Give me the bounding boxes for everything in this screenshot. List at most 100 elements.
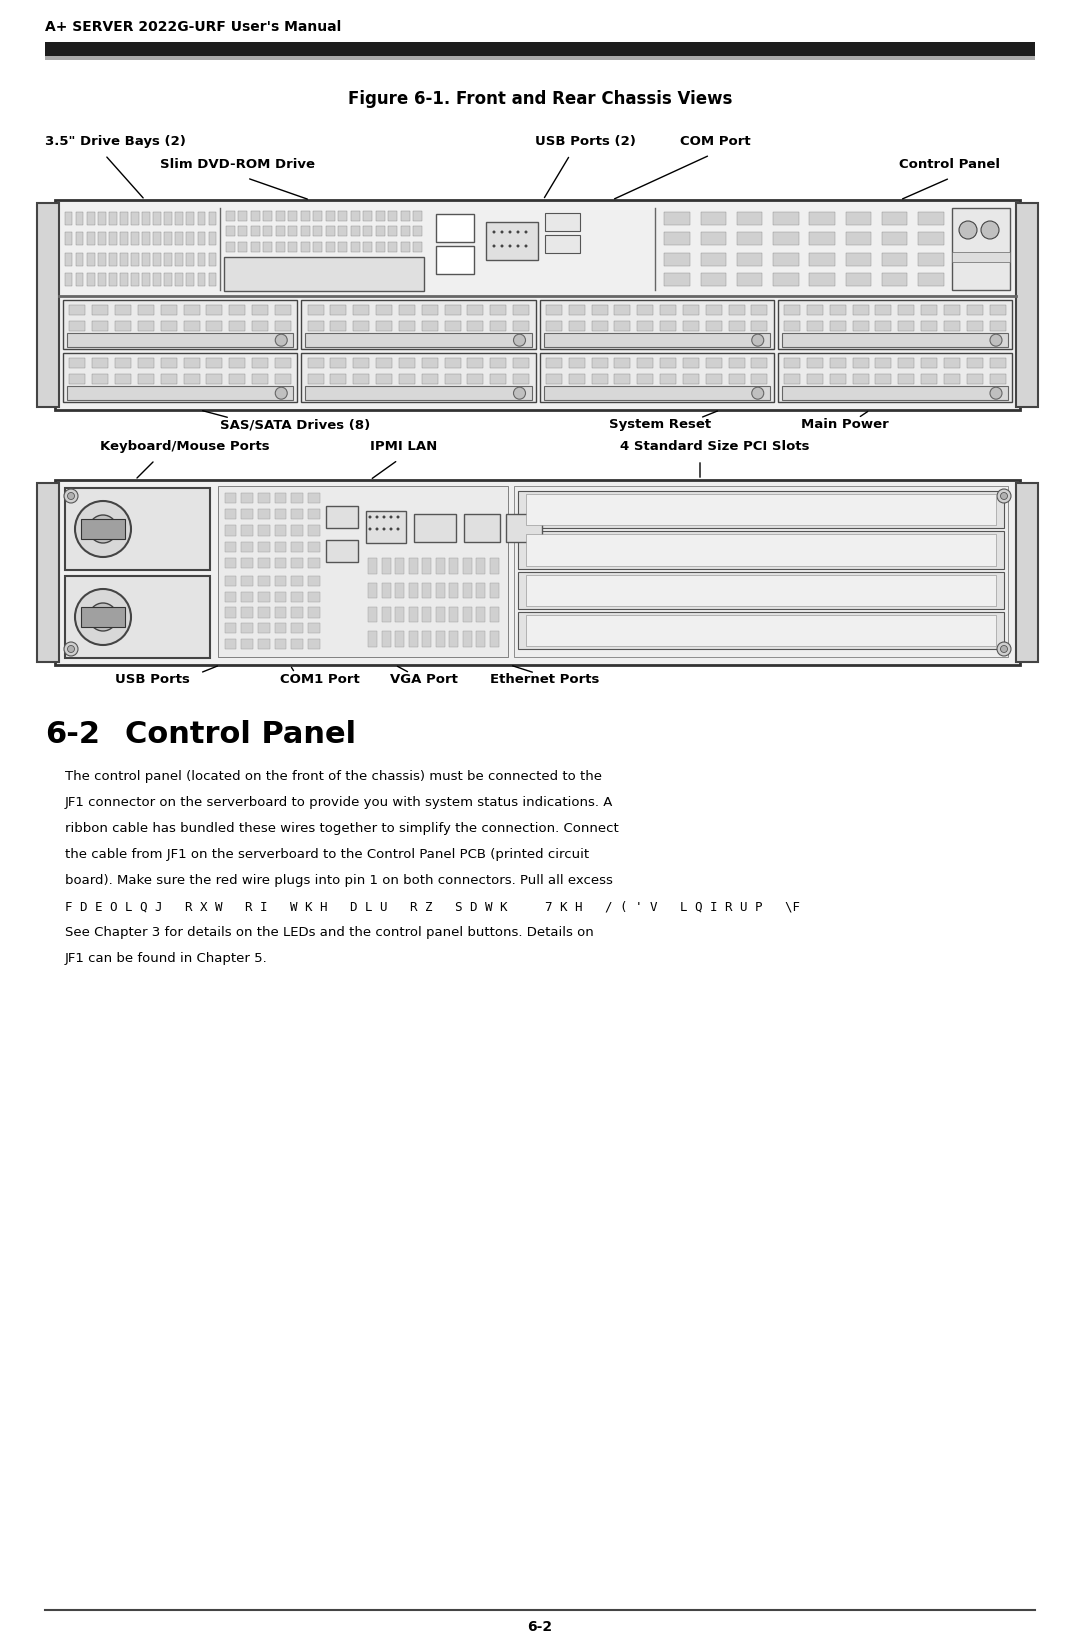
Bar: [422, 582, 432, 599]
Circle shape: [64, 488, 78, 503]
Bar: [338, 226, 347, 236]
Bar: [109, 274, 117, 287]
Bar: [701, 211, 726, 224]
Bar: [226, 211, 234, 221]
Bar: [353, 375, 369, 384]
Bar: [807, 358, 823, 368]
Bar: [435, 558, 445, 574]
Bar: [545, 358, 562, 368]
Bar: [308, 592, 320, 602]
Bar: [513, 320, 529, 332]
Bar: [490, 305, 507, 315]
Bar: [637, 320, 653, 332]
Bar: [264, 243, 272, 252]
Bar: [852, 305, 868, 315]
Circle shape: [516, 231, 519, 234]
Text: Ethernet Ports: Ethernet Ports: [490, 673, 599, 686]
Bar: [526, 615, 996, 647]
Bar: [807, 375, 823, 384]
Bar: [545, 305, 562, 315]
Bar: [363, 226, 373, 236]
Bar: [241, 576, 253, 586]
Bar: [252, 305, 268, 315]
Circle shape: [376, 528, 378, 531]
Bar: [239, 243, 247, 252]
Bar: [55, 480, 1020, 665]
Text: Main Power: Main Power: [801, 417, 889, 431]
Bar: [701, 252, 726, 266]
Text: 6-2: 6-2: [45, 719, 100, 749]
Bar: [401, 243, 409, 252]
Bar: [829, 305, 846, 315]
Circle shape: [997, 488, 1011, 503]
Bar: [778, 300, 1012, 350]
Bar: [161, 320, 177, 332]
Bar: [98, 252, 106, 266]
Bar: [308, 639, 320, 648]
Bar: [143, 274, 150, 287]
Bar: [366, 512, 406, 543]
Bar: [435, 582, 445, 599]
Bar: [918, 211, 944, 224]
Bar: [381, 630, 391, 647]
Bar: [153, 274, 161, 287]
Bar: [989, 305, 1005, 315]
Bar: [462, 582, 472, 599]
Circle shape: [500, 231, 503, 234]
Bar: [81, 520, 125, 540]
Bar: [351, 226, 360, 236]
Bar: [241, 541, 253, 551]
Bar: [637, 305, 653, 315]
Bar: [225, 510, 237, 520]
Bar: [252, 375, 268, 384]
Bar: [131, 252, 139, 266]
Text: A+ SERVER 2022G-URF User's Manual: A+ SERVER 2022G-URF User's Manual: [45, 20, 341, 35]
Bar: [313, 211, 322, 221]
Bar: [65, 488, 210, 569]
Bar: [292, 558, 302, 568]
Bar: [264, 211, 272, 221]
Bar: [592, 305, 608, 315]
Bar: [229, 320, 245, 332]
Bar: [705, 305, 721, 315]
Bar: [852, 320, 868, 332]
Bar: [258, 607, 270, 617]
Bar: [829, 358, 846, 368]
Bar: [69, 375, 85, 384]
Bar: [241, 525, 253, 536]
Bar: [737, 211, 762, 224]
Bar: [308, 305, 324, 315]
Bar: [184, 375, 200, 384]
Bar: [921, 358, 937, 368]
Bar: [86, 211, 95, 224]
Bar: [422, 558, 432, 574]
Text: F D E O L Q J   R X W   R I   W K H   D L U   R Z   S D W K     7 K H   / ( ' V : F D E O L Q J R X W R I W K H D L U R Z …: [65, 899, 800, 912]
Bar: [540, 353, 773, 403]
Bar: [543, 386, 770, 399]
Bar: [737, 233, 762, 246]
Bar: [1016, 483, 1038, 662]
Bar: [274, 624, 286, 634]
Bar: [846, 211, 872, 224]
Bar: [846, 274, 872, 287]
Bar: [258, 493, 270, 503]
Bar: [445, 375, 460, 384]
Bar: [809, 274, 835, 287]
Bar: [381, 607, 391, 622]
Bar: [184, 320, 200, 332]
Bar: [807, 305, 823, 315]
Bar: [241, 607, 253, 617]
Bar: [414, 243, 422, 252]
Bar: [569, 305, 584, 315]
Circle shape: [492, 244, 496, 248]
Text: Slim DVD-ROM Drive: Slim DVD-ROM Drive: [160, 158, 315, 172]
Bar: [76, 233, 83, 246]
Bar: [164, 233, 172, 246]
Bar: [918, 233, 944, 246]
Bar: [143, 211, 150, 224]
Circle shape: [67, 645, 75, 652]
Bar: [225, 576, 237, 586]
Circle shape: [368, 515, 372, 518]
Bar: [449, 558, 459, 574]
Bar: [338, 243, 347, 252]
